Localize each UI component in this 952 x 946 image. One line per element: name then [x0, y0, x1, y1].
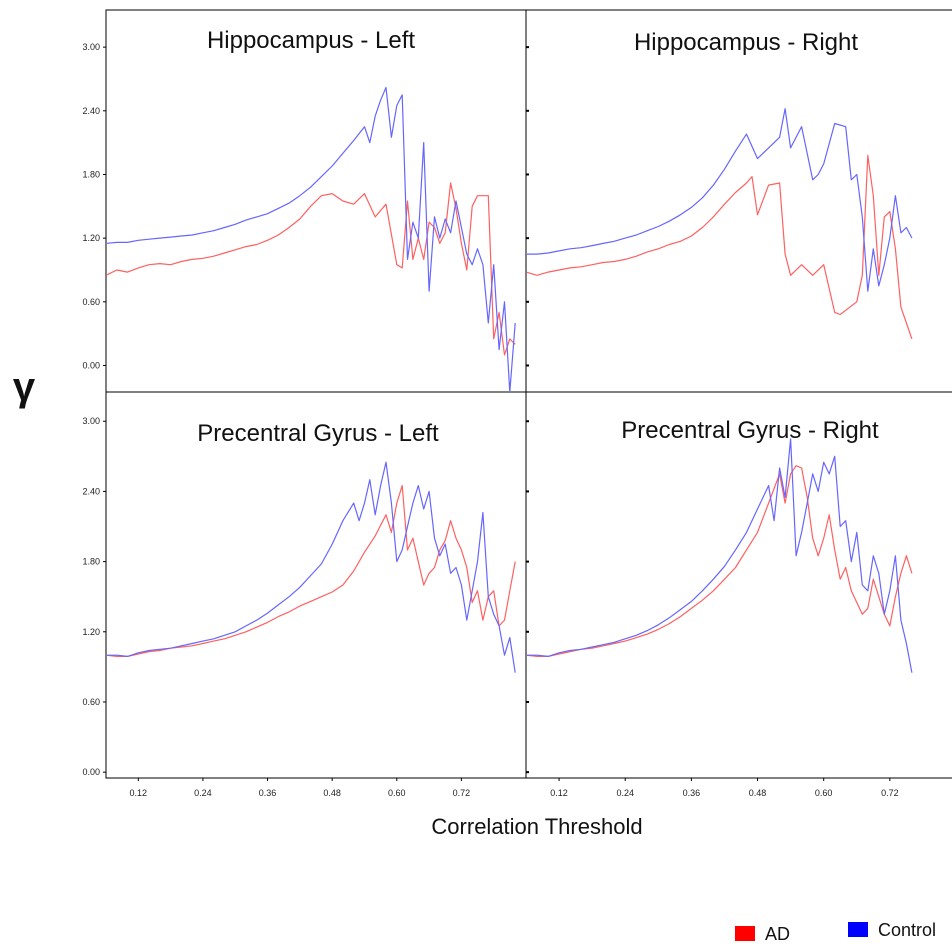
y-tick-label: 1.80	[82, 557, 100, 567]
series-group	[107, 86, 516, 391]
panel-precentral-right: 0.12 0.24 0.36 0.48 0.60 0.72	[527, 438, 913, 798]
x-axis-title: Correlation Threshold	[431, 814, 642, 839]
panel-title-hippocampus-right: Hippocampus - Right	[634, 29, 858, 56]
legend-swatch-ad	[735, 926, 755, 941]
legend-label-control: Control	[878, 920, 936, 940]
panel-title-precentral-left: Precentral Gyrus - Left	[197, 420, 439, 447]
series-line-ad-hippocampus-left	[107, 182, 516, 356]
y-tick-label: 1.80	[82, 169, 100, 179]
y-tick-label: 3.00	[82, 42, 100, 52]
x-tick-label: 0.60	[388, 788, 406, 798]
y-tick-label: 2.40	[82, 106, 100, 116]
series-line-ad-hippocampus-right	[527, 154, 913, 340]
panel-frames	[105, 9, 952, 779]
y-tick-label: 0.00	[82, 767, 100, 777]
series-line-ad-precentral-left	[107, 485, 516, 658]
panel-frame-bottom-left	[105, 391, 527, 779]
x-tick-label: 0.72	[453, 788, 471, 798]
y-tick-label: 3.00	[82, 416, 100, 426]
series-group	[527, 438, 913, 673]
series-group	[107, 461, 516, 673]
legend: AD Control	[735, 920, 936, 944]
x-tick-label: 0.48	[323, 788, 341, 798]
series-group	[527, 108, 913, 340]
legend-label-ad: AD	[765, 924, 790, 944]
series-line-control-hippocampus-right	[527, 108, 913, 292]
legend-swatch-control	[848, 922, 868, 937]
series-line-control-hippocampus-left	[107, 86, 516, 391]
y-axis-symbol: γ	[13, 365, 36, 409]
x-tick-label: 0.48	[749, 788, 767, 798]
y-tick-label: 0.00	[82, 360, 100, 370]
y-tick-label: 0.60	[82, 697, 100, 707]
x-tick-label: 0.36	[683, 788, 701, 798]
panel-frame-top-right	[525, 9, 952, 393]
x-tick-label: 0.36	[259, 788, 277, 798]
panel-title-hippocampus-left: Hippocampus - Left	[207, 27, 415, 54]
x-tick-label: 0.24	[616, 788, 634, 798]
series-line-control-precentral-left	[107, 461, 516, 673]
x-tick-label: 0.60	[815, 788, 833, 798]
series-line-ad-precentral-right	[527, 465, 913, 658]
x-tick-label: 0.12	[550, 788, 568, 798]
y-tick-label: 1.20	[82, 233, 100, 243]
x-tick-label: 0.24	[194, 788, 212, 798]
y-tick-label: 1.20	[82, 627, 100, 637]
panel-frame-bottom-right	[525, 391, 952, 779]
panel-hippocampus-left: 0.00 0.60 1.20 1.80 2.40 3.00	[82, 42, 529, 391]
x-tick-label: 0.12	[130, 788, 148, 798]
panel-precentral-left: 0.00 0.60 1.20 1.80 2.40 3.00 0.12 0.24 0.36 0.48…	[82, 416, 529, 798]
x-tick-label: 0.72	[881, 788, 899, 798]
series-line-control-precentral-right	[527, 438, 913, 673]
panel-hippocampus-right	[527, 108, 913, 340]
y-tick-label: 0.60	[82, 297, 100, 307]
chart-marks: 0.00 0.60 1.20 1.80 2.40 3.00 0.00 0.60 1.20 1.80…	[82, 42, 913, 798]
y-tick-label: 2.40	[82, 486, 100, 496]
panel-title-precentral-right: Precentral Gyrus - Right	[621, 417, 879, 444]
